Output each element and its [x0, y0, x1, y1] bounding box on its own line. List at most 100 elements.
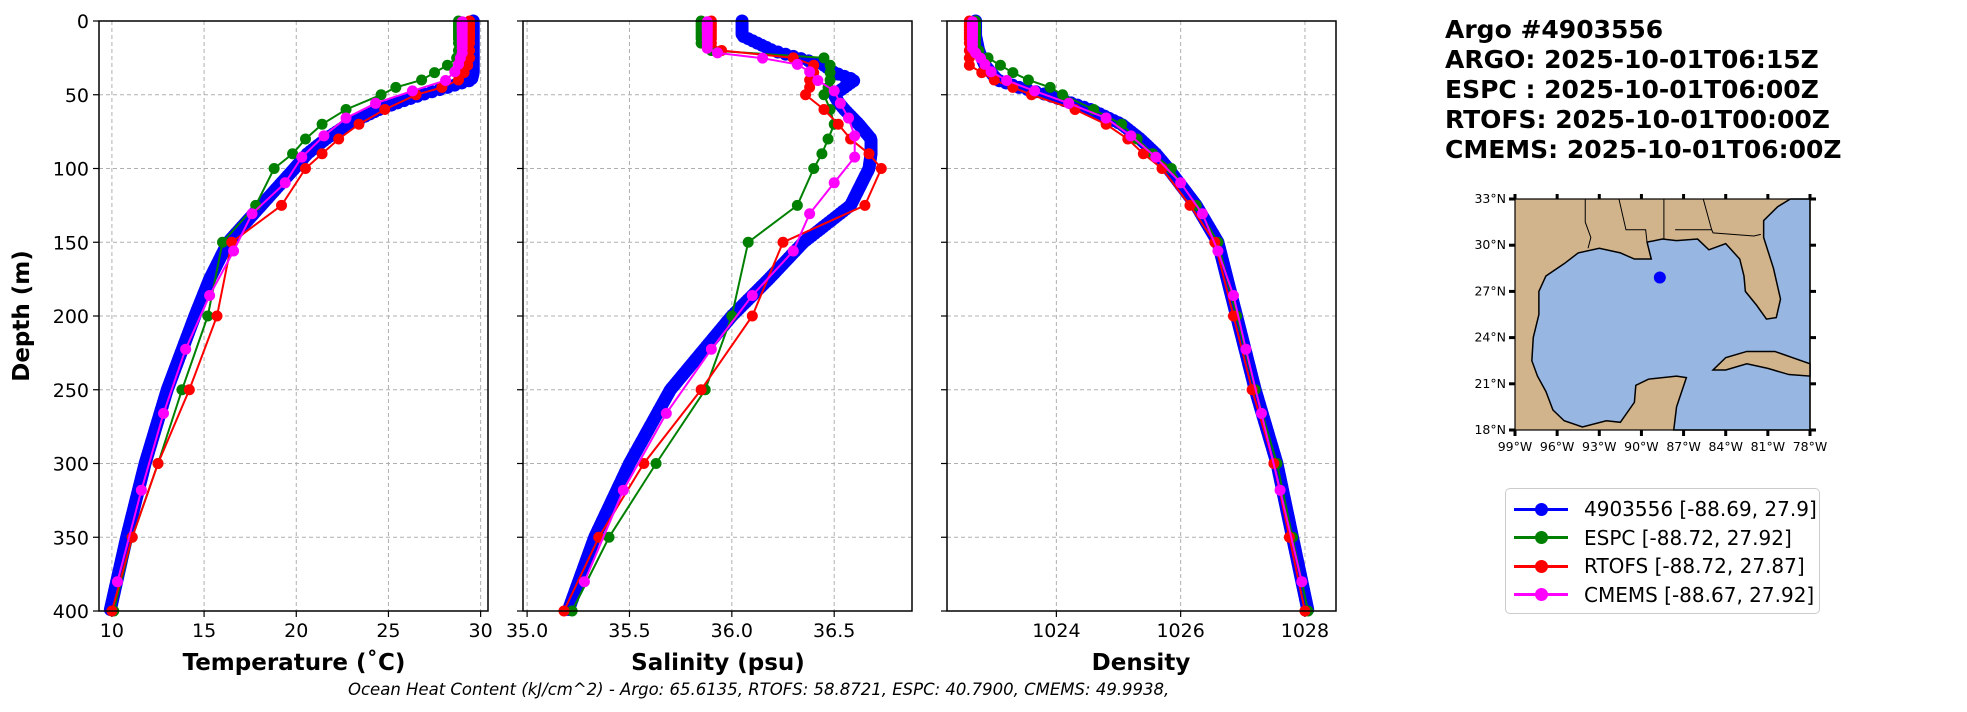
data-point-CMEMS	[1175, 177, 1187, 189]
y-tick-label: 350	[53, 527, 89, 549]
data-point-ESPC	[390, 81, 402, 93]
data-point-ESPC	[340, 104, 352, 115]
x-tick-label: 25	[376, 620, 400, 642]
legend-line-icon	[1514, 531, 1568, 545]
data-point-ESPC	[994, 59, 1006, 71]
data-point-ESPC	[1022, 74, 1034, 86]
x-tick-label: 36.5	[813, 620, 855, 642]
data-point-CMEMS	[1100, 112, 1112, 124]
state-border	[1675, 229, 1761, 237]
legend-entry-espc: ESPC [-88.72, 27.92]	[1514, 524, 1819, 553]
data-point-CMEMS	[979, 58, 991, 70]
data-point-RTOFS	[299, 163, 311, 174]
x-tick-label: 1026	[1156, 620, 1204, 642]
data-point-RTOFS	[963, 59, 975, 71]
data-point-CMEMS	[204, 289, 216, 301]
data-point-CMEMS	[296, 151, 308, 163]
data-point-CMEMS	[1255, 407, 1267, 419]
y-tick-label: 200	[53, 306, 89, 328]
data-point-ESPC	[742, 236, 754, 248]
data-point-CMEMS	[701, 42, 713, 54]
y-tick-label: 300	[53, 454, 89, 476]
data-point-CMEMS	[340, 112, 352, 124]
legend-line-icon	[1514, 559, 1568, 573]
data-point-CMEMS	[985, 66, 997, 78]
float-location-marker	[1653, 271, 1666, 284]
data-point-RTOFS	[777, 236, 789, 248]
data-point-RTOFS	[1227, 310, 1239, 322]
y-tick-label: 250	[53, 380, 89, 402]
series-line-ESPC	[571, 21, 836, 612]
ocean	[1531, 198, 1811, 431]
lon-tick-label: 78°W	[1793, 439, 1828, 454]
lat-tick-label: 30°N	[1474, 237, 1506, 252]
location-map: 99°W 96°W 93°W 90°W 87°W 84°W 81°W 78°W 18°N 21°N…	[1474, 191, 1827, 454]
state-border	[1584, 199, 1592, 249]
data-point-CMEMS	[406, 85, 418, 97]
x-tick-label: 15	[192, 620, 216, 642]
data-point-ESPC	[268, 163, 280, 174]
data-point-CMEMS	[1212, 245, 1224, 257]
data-point-CMEMS	[578, 576, 590, 588]
data-point-CMEMS	[1063, 97, 1075, 109]
data-point-RTOFS	[638, 458, 650, 469]
lon-tick-label: 81°W	[1751, 439, 1786, 454]
data-point-ESPC	[650, 458, 662, 469]
x-tick-label: 1024	[1032, 620, 1080, 642]
panel-2: 1024 1026 1028	[941, 14, 1337, 642]
data-point-CMEMS	[757, 52, 769, 64]
series-group	[558, 14, 887, 617]
state-border	[1618, 198, 1648, 243]
legend-label: 4903556 [-88.69, 27.9]	[1584, 497, 1817, 522]
lat-tick-label: 21°N	[1474, 376, 1506, 391]
data-point-CMEMS	[834, 97, 846, 109]
data-point-ESPC	[429, 67, 441, 79]
lat-tick-label: 24°N	[1474, 330, 1506, 345]
data-point-CMEMS	[849, 130, 861, 142]
data-point-RTOFS	[859, 199, 871, 211]
data-point-ESPC	[299, 133, 311, 145]
data-point-ESPC	[791, 199, 803, 211]
axes-frame	[522, 20, 913, 612]
data-point-RTOFS	[276, 199, 288, 211]
lon-tick-label: 96°W	[1540, 439, 1575, 454]
data-point-CMEMS	[849, 151, 861, 163]
data-point-RTOFS	[353, 118, 365, 130]
data-point-RTOFS	[1137, 148, 1149, 160]
x-tick-label: 35.5	[608, 620, 650, 642]
data-point-RTOFS	[976, 67, 988, 79]
data-point-ESPC	[375, 89, 387, 101]
y-tick-label: 100	[53, 159, 89, 181]
legend-entry-rtofs: RTOFS [-88.72, 27.87]	[1514, 552, 1819, 581]
data-point-ESPC	[1007, 67, 1019, 79]
series-group	[103, 14, 480, 617]
data-point-CMEMS	[180, 343, 192, 355]
data-point-CMEMS	[279, 177, 291, 189]
data-point-ESPC	[202, 310, 214, 322]
data-point-CMEMS	[135, 484, 147, 496]
data-point-CMEMS	[828, 177, 840, 189]
lon-tick-label: 93°W	[1582, 439, 1617, 454]
float-title: Argo #4903556	[1445, 15, 1664, 44]
data-point-RTOFS	[226, 236, 238, 248]
data-point-CMEMS	[712, 47, 723, 59]
data-point-RTOFS	[183, 384, 195, 396]
data-point-ESPC	[217, 236, 229, 248]
legend-entry-argo: 4903556 [-88.69, 27.9]	[1514, 495, 1819, 524]
data-point-CMEMS	[843, 112, 855, 124]
data-point-CMEMS	[1296, 576, 1308, 588]
data-point-RTOFS	[453, 74, 465, 86]
data-point-CMEMS	[158, 407, 170, 419]
data-point-RTOFS	[832, 118, 844, 130]
data-point-ESPC	[816, 148, 828, 160]
data-point-CMEMS	[804, 208, 816, 220]
data-point-CMEMS	[617, 484, 629, 496]
cmems-time: CMEMS: 2025-10-01T06:00Z	[1445, 135, 1842, 164]
data-point-RTOFS	[746, 310, 758, 322]
axes-frame	[98, 20, 489, 612]
series-line-4903556	[108, 21, 475, 610]
data-point-RTOFS	[988, 74, 1000, 86]
data-point-ESPC	[1044, 81, 1056, 93]
temperature-x-label: Temperature (˚C)	[182, 650, 406, 676]
